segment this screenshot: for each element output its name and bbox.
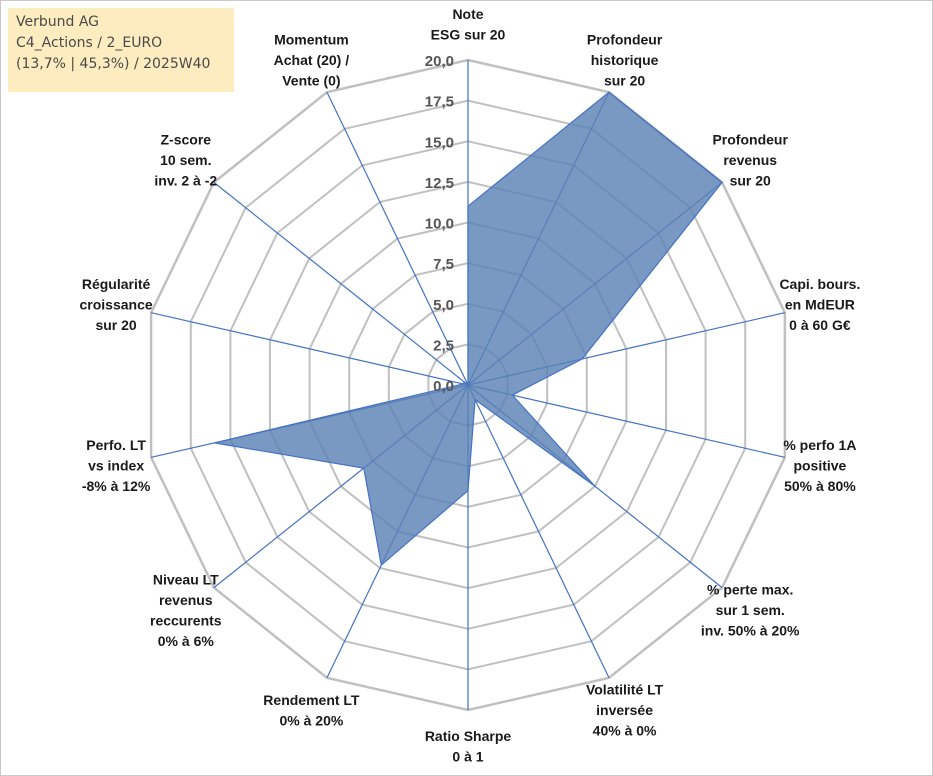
axis-label-line: croissance [80,297,153,313]
axis-label-line: 40% à 0% [593,723,657,739]
series-layer [214,91,723,567]
axis-label-line: revenus [723,152,777,168]
data-point [608,91,610,93]
axis-label-line: % perte max. [707,582,793,598]
axis-label: Capi. bours. en MdEUR 0 à 60 G€ [779,276,860,333]
axis-label-line: 0% à 20% [279,713,343,729]
data-point [721,181,723,183]
tick-label: 10,0 [425,216,454,233]
axis-label-line: -8% à 12% [82,478,151,494]
data-point [363,467,365,469]
axis-label-layer: Note ESG sur 20 Profondeur historique sur 20… [80,6,861,765]
axis-label-line: ESG sur 20 [431,26,506,42]
axis-label: Z-score 10 sem. inv. 2 à -2 [154,131,217,188]
data-point [511,394,513,396]
axis-label-line: Volatilité LT [586,682,664,698]
data-point [581,358,583,360]
axis-label-line: inv. 50% à 20% [701,623,800,639]
axis-label-line: 10 sem. [160,152,211,168]
axis-spoke [467,384,610,679]
tick-label: 7,5 [433,256,454,273]
axis-label-line: vs index [88,457,144,473]
tick-label: 0,0 [433,378,454,395]
tick-label: 12,5 [425,175,454,192]
axis-label-line: Régularité [82,276,151,292]
data-point [463,381,465,383]
axis-label-line: Capi. bours. [779,276,860,292]
axis-label: % perfo 1A positive 50% à 80% [783,437,856,494]
axis-label-line: historique [591,52,659,68]
axis-label-line: Profondeur [712,131,788,147]
score-week-label: (13,7% | 45,3%) / 2025W40 [16,56,211,72]
data-point [380,564,382,566]
axis-label-line: Achat (20) / [274,52,350,68]
axis-label: Momentum Achat (20) / Vente (0) [274,31,350,88]
tick-label: 15,0 [425,134,454,151]
axis-label-line: Note [452,6,483,22]
category-label: C4_Actions / 2_EURO [16,35,163,51]
axis-label: Niveau LT revenus reccurents 0% à 6% [150,571,222,649]
tick-label: 17,5 [425,94,454,111]
axis-label-line: reccurents [150,612,222,628]
axis-label-line: Z-score [161,131,212,147]
tick-label: 2,5 [433,337,454,354]
axis-label-line: Momentum [274,31,349,47]
axis-label: Régularité croissance sur 20 [80,276,153,333]
axis-label: Note ESG sur 20 [431,6,506,43]
axis-label: Profondeur historique sur 20 [587,31,663,88]
axis-spoke [213,181,469,386]
data-point [214,442,215,444]
axis-label-line: sur 20 [604,72,645,88]
axis-label-line: 0 à 1 [452,748,483,764]
axis-label-line: inversée [596,702,653,718]
axis-label: Rendement LT 0% à 20% [263,692,360,729]
axis-label-line: Ratio Sharpe [425,728,512,744]
tick-label-layer: 0,0 2,5 5,0 7,5 10,0 12,5 15,0 17,5 20,0 [425,53,454,395]
axis-label-line: 50% à 80% [784,478,856,494]
axis-label-line: Rendement LT [263,692,360,708]
axis-label: Ratio Sharpe 0 à 1 [425,728,512,765]
axis-label-line: Profondeur [587,31,663,47]
axis-spoke [326,91,469,386]
axis-label-line: 0 à 60 G€ [789,317,851,333]
axis-label: Volatilité LT inversée 40% à 0% [586,682,664,739]
data-point [594,485,596,487]
tick-label: 5,0 [433,297,454,314]
data-point [467,490,469,492]
axis-label-line: % perfo 1A [783,437,856,453]
axis-spoke [150,312,469,386]
axis-label-line: sur 20 [95,317,136,333]
data-point [467,384,469,386]
axis-label: Perfo. LT vs index -8% à 12% [82,437,151,494]
axis-label: Profondeur revenus sur 20 [712,131,788,188]
company-name: Verbund AG [16,14,100,30]
axis-label-line: 0% à 6% [158,633,215,649]
axis-label-line: sur 1 sem. [716,602,785,618]
axis-spoke [467,384,786,458]
axis-label-line: Perfo. LT [86,437,146,453]
axis-label-line: en MdEUR [785,297,855,313]
axis-label-line: positive [793,457,846,473]
axis-label: % perte max. sur 1 sem. inv. 50% à 20% [701,582,800,639]
data-point [474,399,476,401]
axis-label-line: inv. 2 à -2 [154,172,217,188]
tick-label: 20,0 [425,53,454,70]
axis-label-line: revenus [159,592,213,608]
data-point [462,383,464,385]
axis-label-line: Vente (0) [282,72,340,88]
axis-label-line: sur 20 [730,172,771,188]
data-point [467,205,469,207]
info-box: Verbund AG C4_Actions / 2_EURO (13,7% | … [8,8,234,92]
axis-label-line: Niveau LT [153,571,219,587]
